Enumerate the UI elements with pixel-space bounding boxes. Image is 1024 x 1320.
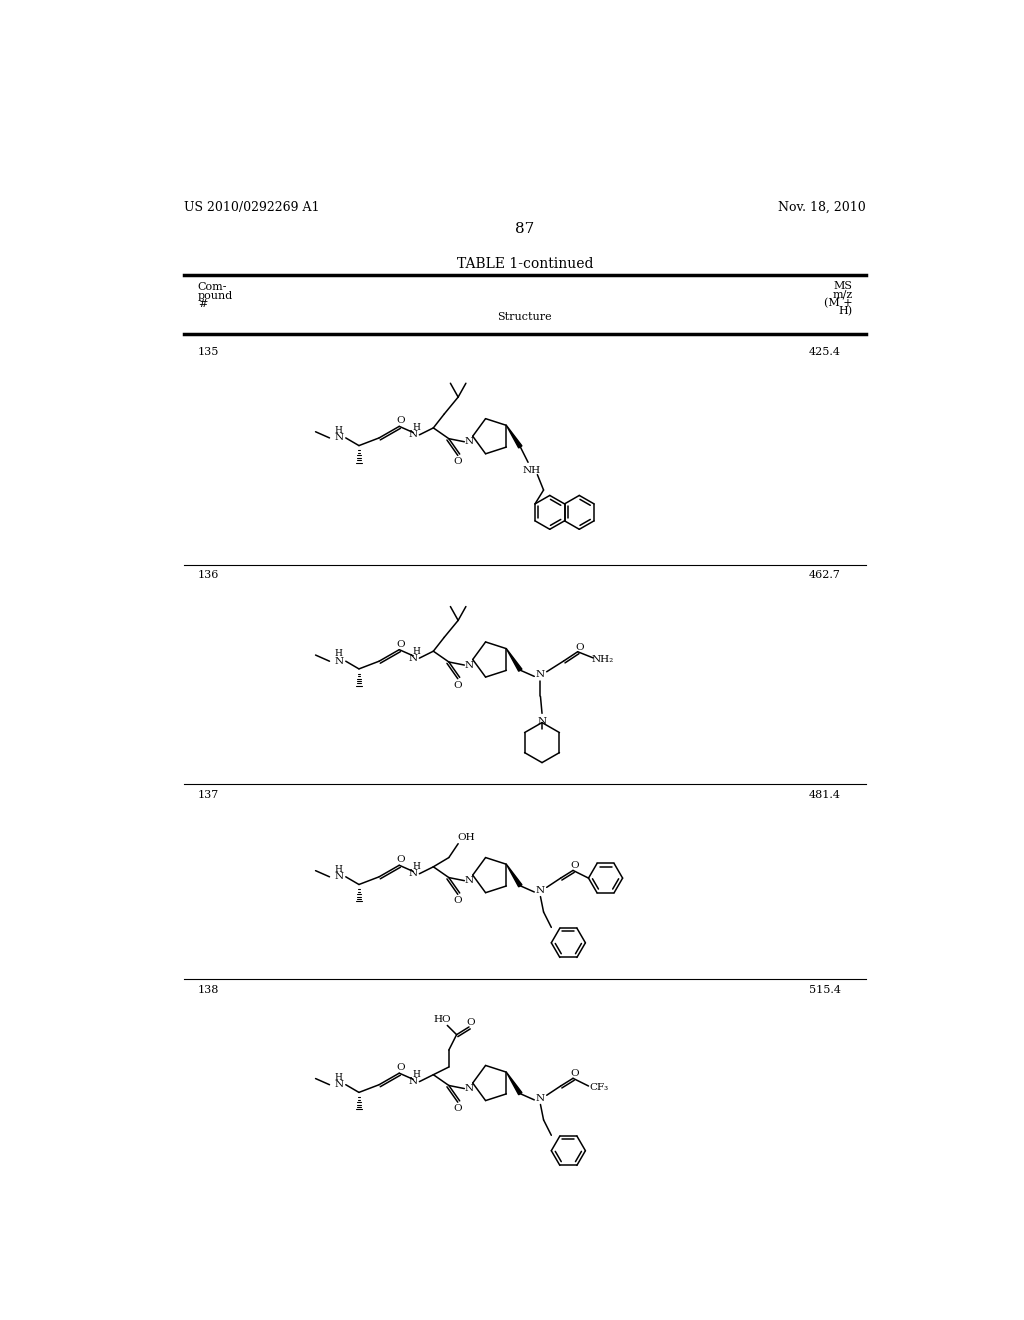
Text: m/z: m/z — [833, 289, 853, 300]
Text: N: N — [538, 717, 547, 726]
Text: O: O — [396, 640, 406, 648]
Text: Structure: Structure — [498, 312, 552, 322]
Text: N: N — [465, 876, 473, 886]
Text: O: O — [570, 861, 579, 870]
Text: N: N — [409, 870, 418, 878]
Text: MS: MS — [834, 281, 853, 290]
Text: 137: 137 — [198, 789, 219, 800]
Text: N: N — [465, 437, 473, 446]
Polygon shape — [506, 425, 522, 447]
Text: OH: OH — [457, 833, 475, 842]
Text: O: O — [574, 643, 584, 652]
Text: NH₂: NH₂ — [591, 655, 613, 664]
Text: N: N — [409, 1077, 418, 1086]
Text: 425.4: 425.4 — [809, 347, 841, 356]
Text: Nov. 18, 2010: Nov. 18, 2010 — [778, 201, 866, 214]
Text: CF₃: CF₃ — [590, 1082, 609, 1092]
Polygon shape — [506, 1072, 522, 1094]
Text: H: H — [335, 426, 343, 434]
Text: O: O — [466, 1018, 475, 1027]
Text: N: N — [335, 1080, 344, 1089]
Text: O: O — [396, 417, 406, 425]
Text: 481.4: 481.4 — [809, 789, 841, 800]
Text: Com-: Com- — [198, 282, 227, 292]
Text: #: # — [198, 300, 207, 309]
Text: US 2010/0292269 A1: US 2010/0292269 A1 — [183, 201, 319, 214]
Text: 87: 87 — [515, 222, 535, 235]
Text: O: O — [454, 896, 463, 906]
Text: TABLE 1-continued: TABLE 1-continued — [457, 257, 593, 271]
Text: N: N — [536, 1094, 545, 1102]
Text: H: H — [413, 1071, 420, 1080]
Polygon shape — [506, 648, 522, 672]
Text: NH: NH — [522, 466, 541, 474]
Text: pound: pound — [198, 290, 233, 301]
Text: N: N — [409, 430, 418, 440]
Text: O: O — [570, 1069, 579, 1078]
Text: 135: 135 — [198, 347, 219, 356]
Text: H: H — [413, 424, 420, 433]
Text: 136: 136 — [198, 570, 219, 581]
Text: 515.4: 515.4 — [809, 985, 841, 994]
Text: HO: HO — [434, 1015, 452, 1024]
Text: H: H — [413, 647, 420, 656]
Text: 138: 138 — [198, 985, 219, 994]
Text: N: N — [335, 657, 344, 665]
Text: O: O — [396, 855, 406, 865]
Text: O: O — [454, 1104, 463, 1113]
Text: H: H — [413, 862, 420, 871]
Text: N: N — [335, 433, 344, 442]
Text: O: O — [454, 457, 463, 466]
Text: H: H — [335, 1073, 343, 1081]
Text: O: O — [454, 681, 463, 689]
Text: N: N — [465, 660, 473, 669]
Text: (M +: (M + — [824, 298, 853, 308]
Text: O: O — [396, 1064, 406, 1072]
Text: N: N — [335, 873, 344, 882]
Text: N: N — [536, 886, 545, 895]
Text: N: N — [536, 671, 545, 680]
Text: H: H — [335, 865, 343, 874]
Text: H: H — [335, 649, 343, 657]
Text: N: N — [409, 653, 418, 663]
Polygon shape — [506, 865, 522, 887]
Text: N: N — [465, 1084, 473, 1093]
Text: H): H) — [839, 306, 853, 317]
Text: 462.7: 462.7 — [809, 570, 841, 581]
